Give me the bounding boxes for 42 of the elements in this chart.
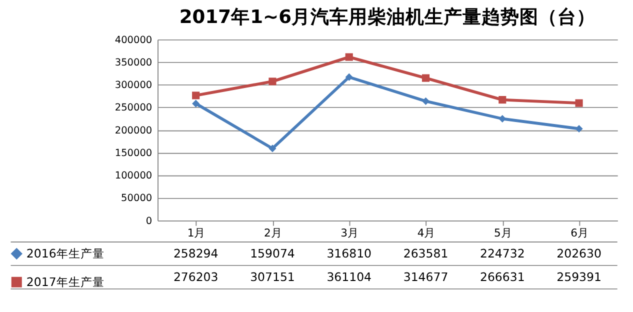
y-tick-label: 0 <box>146 216 152 227</box>
chart-title: 2017年1~6月汽车用柴油机生产量趋势图（台） <box>179 6 596 28</box>
point <box>575 99 583 107</box>
y-tick-label: 250000 <box>114 102 152 114</box>
point <box>422 97 430 105</box>
x-tick-label: 5月 <box>494 226 512 240</box>
data-label: 224732 <box>480 246 525 261</box>
data-label: 202630 <box>556 246 602 261</box>
y-tick-label: 150000 <box>114 148 152 159</box>
point <box>345 73 353 81</box>
data-label: 266631 <box>480 270 525 284</box>
x-tick-label: 3月 <box>340 226 359 240</box>
data-label: 263581 <box>403 246 448 261</box>
data-label: 258294 <box>173 246 218 261</box>
point <box>422 74 430 82</box>
data-label: 316810 <box>326 246 372 261</box>
data-label: 159074 <box>250 246 295 261</box>
x-tick-label: 2月 <box>264 226 282 240</box>
x-tick-label: 1月 <box>187 226 206 240</box>
data-label: 259391 <box>556 270 602 284</box>
point <box>498 96 506 104</box>
y-tick-label: 400000 <box>114 34 152 46</box>
legend-label: 2016年生产量 <box>26 246 104 261</box>
point <box>192 100 200 108</box>
point <box>575 124 583 133</box>
point <box>268 144 276 152</box>
point <box>192 92 200 100</box>
y-tick-label: 100000 <box>114 170 152 182</box>
y-tick-label: 200000 <box>114 125 152 136</box>
y-tick-label: 50000 <box>121 193 152 204</box>
x-tick-label: 6月 <box>570 226 588 240</box>
data-label: 361104 <box>326 270 372 284</box>
x-tick-label: 4月 <box>417 226 436 240</box>
data-label: 307151 <box>250 270 295 284</box>
y-tick-label: 350000 <box>114 57 152 68</box>
legend-label: 2017年生产量 <box>26 274 104 289</box>
point <box>345 53 353 61</box>
point <box>268 78 276 86</box>
point <box>498 114 506 123</box>
data-label: 314677 <box>403 270 448 284</box>
y-tick-label: 300000 <box>114 80 152 92</box>
data-label: 276203 <box>173 270 218 284</box>
